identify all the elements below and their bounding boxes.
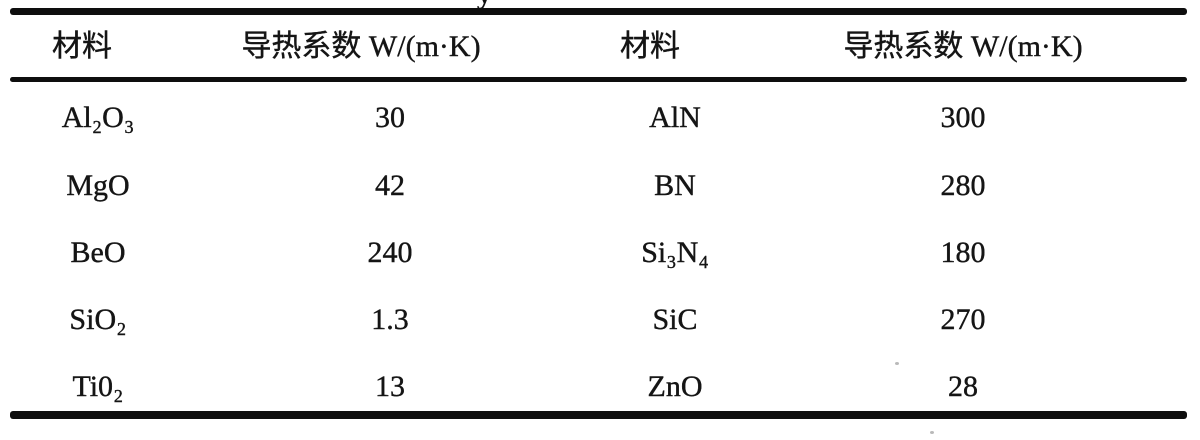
cell-value-right: 280 [940, 169, 986, 202]
cut-off-caption-fragment: y [477, 0, 492, 11]
cell-material-left: BeO [70, 236, 126, 269]
cell-value-left: 240 [367, 236, 413, 269]
cell-material-right: SiC [652, 303, 698, 336]
cell-value-left: 13 [375, 370, 405, 403]
cell-material-right: ZnO [647, 370, 703, 403]
cell-value-left: 1.3 [371, 303, 409, 336]
cell-material-right: BN [654, 169, 696, 202]
cell-value-right: 180 [940, 236, 986, 269]
cell-material-right: AlN [649, 101, 701, 134]
cell-value-right: 300 [940, 101, 986, 134]
cell-value-right: 28 [948, 370, 978, 403]
table-bottom-rule [10, 411, 1187, 419]
header-material-right: 材料 [620, 30, 680, 63]
cell-material-right: Si₃N₄ [641, 236, 709, 269]
header-conductivity-left: 导热系数 W/(m·K) [241, 30, 481, 63]
table-header-rule [10, 77, 1187, 82]
header-material-left: 材料 [52, 30, 112, 63]
header-conductivity-right: 导热系数 W/(m·K) [843, 30, 1083, 63]
cell-value-left: 42 [375, 169, 405, 202]
cell-material-left: Al₂O₃ [61, 101, 135, 134]
scan-speck [930, 431, 934, 434]
cell-material-left: MgO [66, 169, 130, 202]
cell-value-right: 270 [940, 303, 986, 336]
table-top-rule [10, 8, 1187, 15]
cell-material-left: Ti0₂ [72, 370, 124, 403]
scan-speck [895, 362, 899, 365]
cell-material-left: SiO₂ [69, 303, 127, 336]
cell-value-left: 30 [375, 101, 405, 134]
